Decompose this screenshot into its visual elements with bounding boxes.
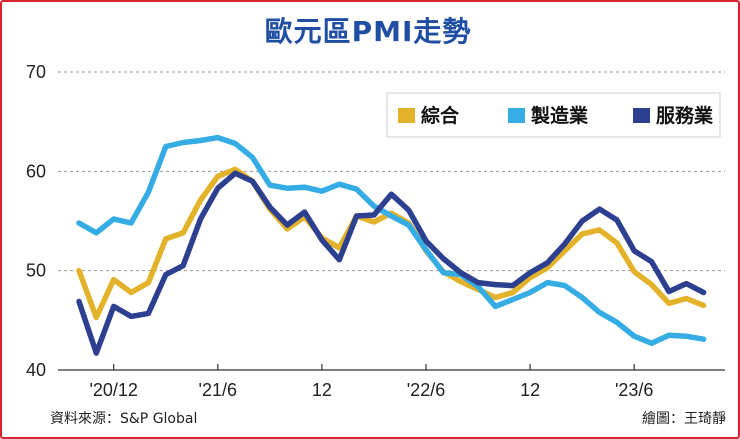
legend-label-3: 服務業 xyxy=(656,104,714,127)
x-tick-label: 12 xyxy=(312,380,332,400)
x-tick-label: '23/6 xyxy=(615,380,653,400)
series-line-3 xyxy=(76,170,707,356)
legend-swatch-2 xyxy=(508,108,525,123)
x-tick-label: '22/6 xyxy=(407,380,445,400)
series-line-2 xyxy=(76,134,707,346)
chart-title: 歐元區PMI走勢 xyxy=(264,15,472,48)
y-tick-label: 40 xyxy=(26,360,46,380)
x-tick-label: '21/6 xyxy=(199,380,237,400)
legend-swatch-3 xyxy=(633,108,650,123)
illustrator-credit: 繪圖：王琦靜 xyxy=(642,411,726,427)
legend-label-2: 製造業 xyxy=(530,104,589,127)
legend-label-1: 綜合 xyxy=(421,104,460,127)
x-tick-label: 12 xyxy=(520,380,540,400)
source-note: 資料來源：S&P Global xyxy=(50,411,198,427)
legend-swatch-1 xyxy=(398,108,415,123)
x-tick-label: '20/12 xyxy=(89,380,137,400)
y-tick-label: 70 xyxy=(26,62,46,82)
legend-box xyxy=(386,92,721,138)
y-tick-label: 60 xyxy=(26,161,46,181)
y-tick-label: 50 xyxy=(26,261,46,281)
